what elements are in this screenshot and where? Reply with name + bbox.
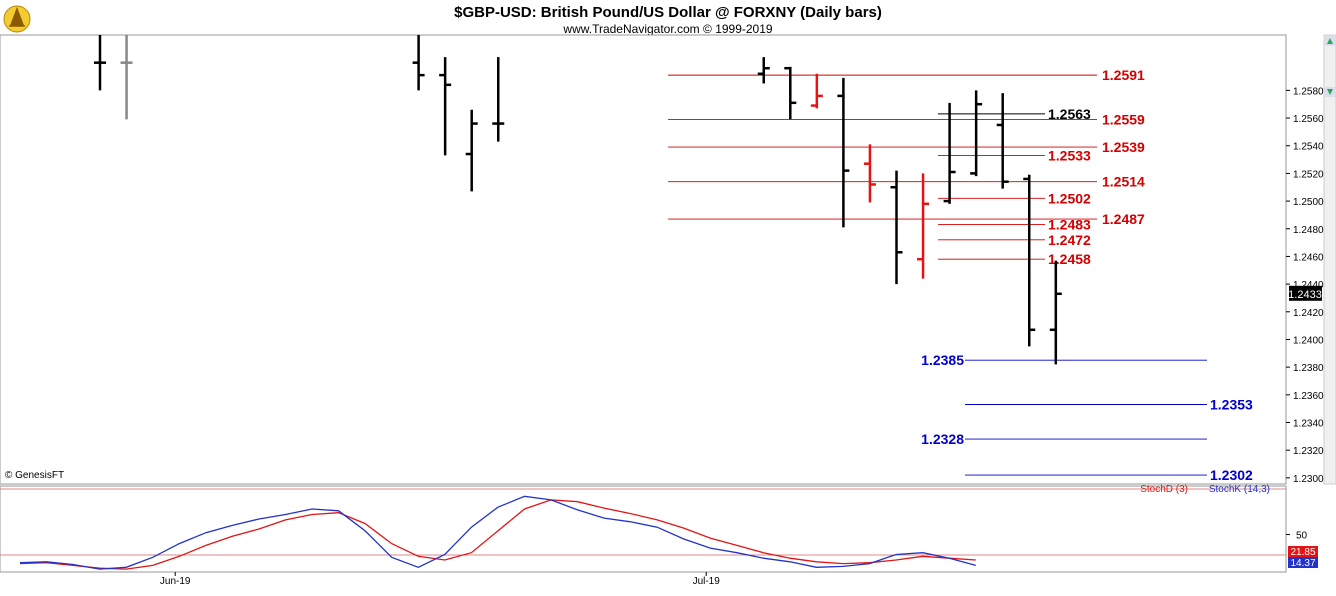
ohlc-bar <box>943 102 956 204</box>
level-label: 1.2385 <box>921 352 964 368</box>
level-label: 1.2502 <box>1048 190 1091 206</box>
ohlc-bar <box>465 109 478 192</box>
price-tick-label: 1.2400 <box>1293 335 1324 346</box>
price-tick-label: 1.2300 <box>1293 474 1324 485</box>
ohlc-bar <box>837 77 850 228</box>
ohlc-bar <box>412 35 425 91</box>
ohlc-bar <box>970 90 983 177</box>
stochastic-panel <box>0 485 1287 573</box>
level-label: 1.2559 <box>1102 111 1145 127</box>
level-label: 1.2591 <box>1102 67 1145 83</box>
price-tick-label: 1.2420 <box>1293 308 1324 319</box>
ohlc-bar <box>94 35 106 91</box>
ohlc-bar <box>917 173 930 279</box>
stoch-d-last: 21.85 <box>1290 547 1315 558</box>
price-tick-label: 1.2340 <box>1293 419 1324 430</box>
last-price-label: 1.2433 <box>1288 289 1322 301</box>
level-label: 1.2563 <box>1048 106 1091 122</box>
x-axis: Jun-19 Jul-19 <box>160 572 720 587</box>
level-label: 1.2302 <box>1210 467 1253 483</box>
ohlc-bar <box>996 93 1009 189</box>
price-tick-label: 1.2480 <box>1293 225 1324 236</box>
price-tick-label: 1.2460 <box>1293 252 1324 263</box>
level-label: 1.2458 <box>1048 251 1091 267</box>
price-tick-label: 1.2500 <box>1293 197 1324 208</box>
price-tick-label: 1.2380 <box>1293 363 1324 374</box>
ohlc-bar <box>757 57 770 84</box>
price-axis: 1.2580 1.2560 1.2540 1.2520 1.2500 1.2480 1.24… <box>1286 86 1324 485</box>
chart-subtitle: www.TradeNavigator.com © 1999-2019 <box>562 22 772 36</box>
scroll-up-icon <box>1327 38 1333 44</box>
price-tick-label: 1.2580 <box>1293 86 1324 97</box>
level-label: 1.2514 <box>1102 174 1145 190</box>
price-tick-label: 1.2440 <box>1293 280 1324 291</box>
scroll-down-icon <box>1327 89 1333 95</box>
ohlc-bar <box>439 57 452 156</box>
scrollbar[interactable] <box>1323 34 1336 485</box>
stoch-legend-k: StochK (14,3) <box>1209 484 1270 495</box>
stoch-tick-label: 50 <box>1296 531 1308 542</box>
price-tick-label: 1.2360 <box>1293 391 1324 402</box>
ohlc-bar <box>492 57 505 142</box>
last-price-tag: 1.2433 <box>1288 285 1322 301</box>
ohlc-bar <box>1049 260 1062 365</box>
ohlc-bar <box>784 66 797 120</box>
tradenavigator-logo-icon <box>3 5 31 33</box>
stochastic-axis: 50 <box>1286 531 1308 542</box>
x-tick-label: Jul-19 <box>693 576 721 587</box>
level-label: 1.2353 <box>1210 397 1253 413</box>
level-label: 1.2328 <box>921 431 964 447</box>
level-label: 1.2533 <box>1048 147 1091 163</box>
price-levels: 1.2591 1.2563 1.2559 1.2539 1.2533 1.2514 1.25… <box>668 67 1253 483</box>
ohlc-bar <box>810 73 823 109</box>
stoch-legend-d: StochD (3) <box>1140 484 1188 495</box>
price-tick-label: 1.2540 <box>1293 142 1324 153</box>
level-label: 1.2472 <box>1048 232 1091 248</box>
chart-title: $GBP-USD: British Pound/US Dollar @ FORX… <box>454 4 882 21</box>
level-label: 1.2539 <box>1102 139 1145 155</box>
price-tick-label: 1.2320 <box>1293 446 1324 457</box>
ohlc-bar <box>120 35 133 120</box>
stoch-last-values: 21.85 14.37 <box>1288 546 1318 569</box>
level-label: 1.2483 <box>1048 217 1091 233</box>
x-tick-label: Jun-19 <box>160 576 191 587</box>
price-tick-label: 1.2560 <box>1293 114 1324 125</box>
price-panel <box>0 34 1287 485</box>
copyright-label: © GenesisFT <box>5 470 64 481</box>
ohlc-bar <box>890 170 903 285</box>
price-tick-label: 1.2520 <box>1293 169 1324 180</box>
stoch-k-last: 14.37 <box>1290 558 1315 569</box>
ohlc-bar <box>1023 174 1036 347</box>
ohlc-bar <box>863 144 876 203</box>
level-label: 1.2487 <box>1102 211 1145 227</box>
stoch-k-line <box>19 495 976 570</box>
stoch-d-line <box>19 499 976 570</box>
price-bars <box>94 35 1062 365</box>
stochastic-lines <box>19 495 976 570</box>
